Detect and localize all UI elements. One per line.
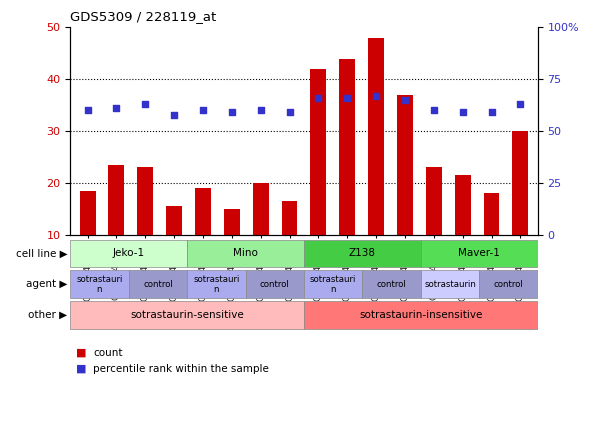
Text: control: control	[260, 280, 290, 289]
Bar	[304, 270, 362, 298]
Text: control: control	[377, 280, 406, 289]
Point	[141, 101, 150, 107]
Point	[342, 95, 352, 102]
Text: sotrastauri
n: sotrastauri n	[193, 275, 240, 294]
Bar	[79, 191, 95, 287]
Bar	[362, 270, 421, 298]
Text: sotrastauri
n: sotrastauri n	[76, 275, 123, 294]
Bar	[224, 209, 240, 287]
Bar	[455, 175, 470, 287]
Bar	[246, 270, 304, 298]
Bar	[129, 270, 187, 298]
Text: control: control	[494, 280, 524, 289]
Point	[516, 101, 525, 107]
Bar	[421, 270, 479, 298]
Text: agent ▶: agent ▶	[26, 279, 67, 289]
Point	[285, 109, 295, 116]
Point	[429, 107, 439, 114]
Bar	[187, 239, 304, 267]
Text: sotrastaurin-sensitive: sotrastaurin-sensitive	[130, 310, 244, 320]
Text: Mino: Mino	[233, 248, 258, 258]
Point	[256, 107, 266, 114]
Text: control: control	[143, 280, 173, 289]
Text: sotrastauri
n: sotrastauri n	[310, 275, 356, 294]
Text: Z138: Z138	[349, 248, 376, 258]
Bar	[479, 270, 538, 298]
Bar	[426, 168, 442, 287]
Point	[371, 93, 381, 99]
Bar	[282, 201, 298, 287]
Text: percentile rank within the sample: percentile rank within the sample	[93, 364, 269, 374]
Bar	[368, 38, 384, 287]
Text: ■: ■	[76, 364, 87, 374]
Text: cell line ▶: cell line ▶	[16, 248, 67, 258]
Bar	[397, 95, 413, 287]
Bar	[195, 188, 211, 287]
Bar	[483, 193, 499, 287]
Bar	[513, 131, 529, 287]
Bar	[187, 270, 246, 298]
Bar	[339, 58, 355, 287]
Bar	[70, 270, 129, 298]
Text: sotrastaurin-insensitive: sotrastaurin-insensitive	[359, 310, 483, 320]
Text: Jeko-1: Jeko-1	[112, 248, 145, 258]
Point	[169, 111, 179, 118]
Point	[458, 109, 467, 116]
Text: other ▶: other ▶	[28, 310, 67, 320]
Text: count: count	[93, 348, 123, 358]
Bar	[166, 206, 182, 287]
Bar	[253, 183, 269, 287]
Bar	[137, 168, 153, 287]
Point	[400, 97, 410, 104]
Text: Maver-1: Maver-1	[458, 248, 500, 258]
Bar	[310, 69, 326, 287]
Text: sotrastaurin: sotrastaurin	[424, 280, 476, 289]
Bar	[109, 165, 125, 287]
Bar	[304, 239, 421, 267]
Bar	[421, 239, 538, 267]
Bar	[70, 301, 304, 329]
Point	[198, 107, 208, 114]
Point	[112, 105, 122, 112]
Point	[82, 107, 92, 114]
Bar	[304, 301, 538, 329]
Point	[313, 95, 323, 102]
Text: ■: ■	[76, 348, 87, 358]
Point	[227, 109, 236, 116]
Point	[486, 109, 496, 116]
Text: GDS5309 / 228119_at: GDS5309 / 228119_at	[70, 10, 216, 23]
Bar	[70, 239, 187, 267]
